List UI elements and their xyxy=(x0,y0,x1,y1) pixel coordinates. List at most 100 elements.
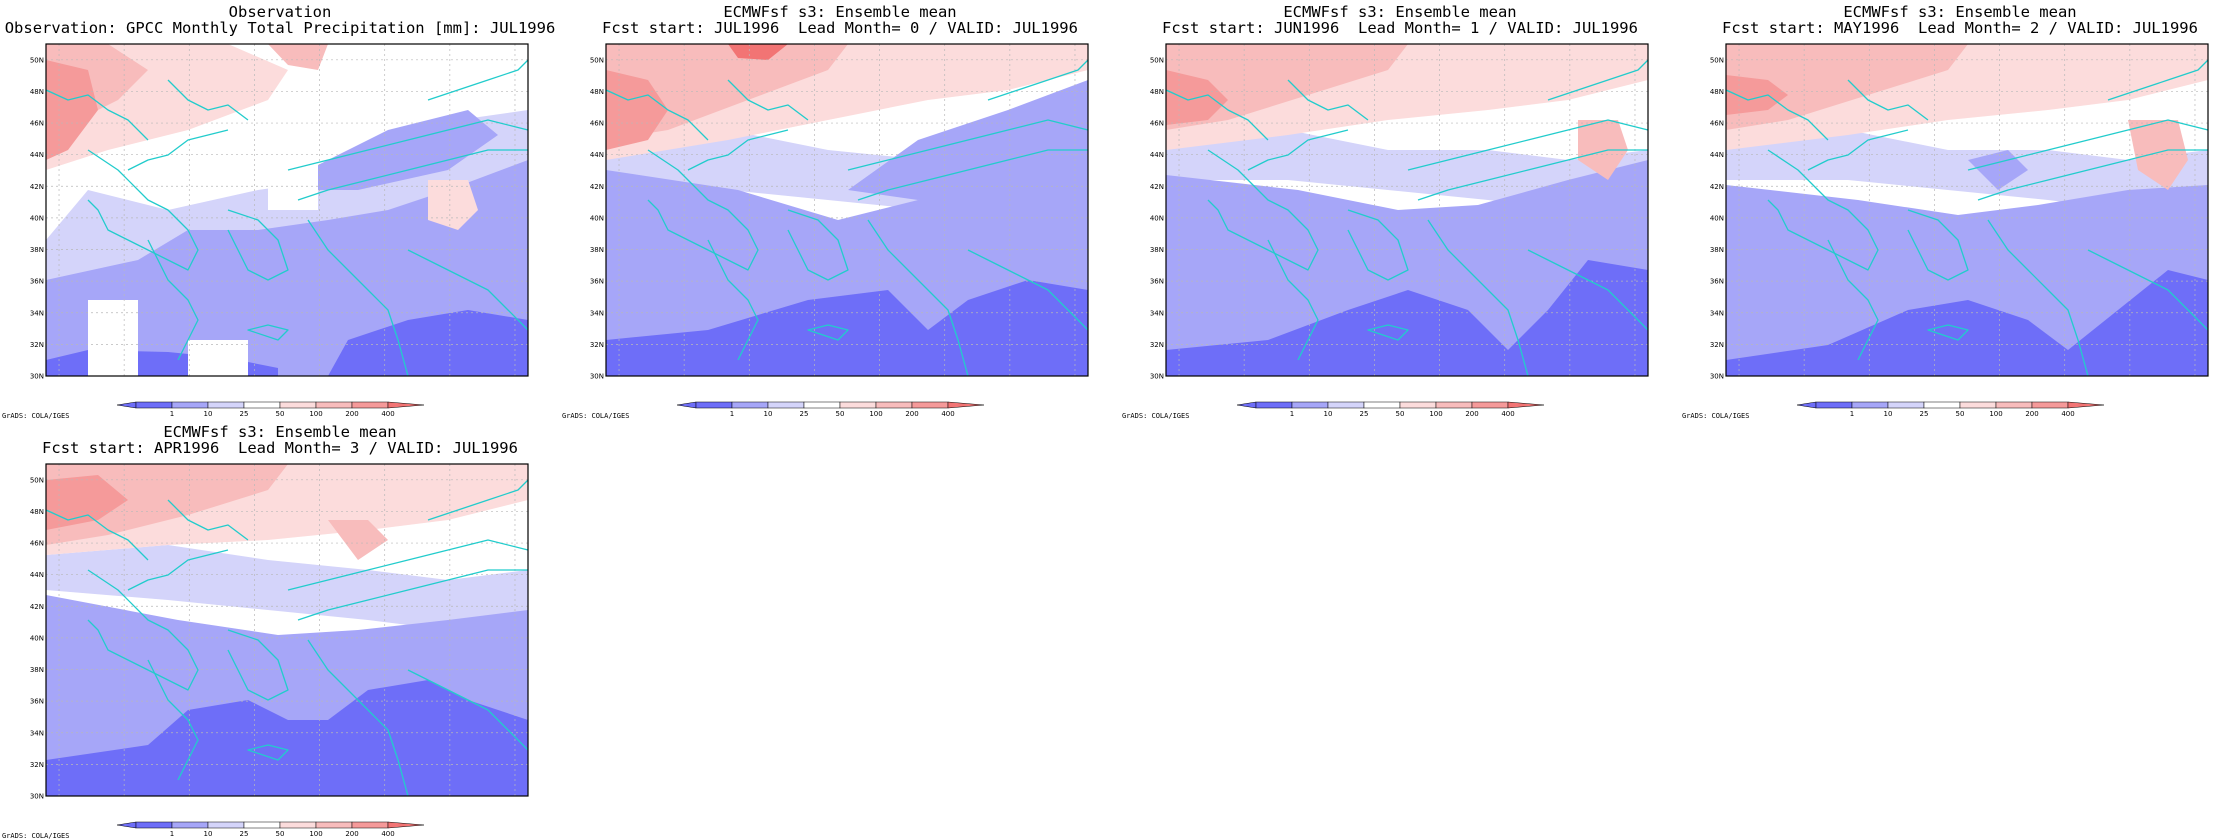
panel-title: Observation xyxy=(228,3,332,21)
lon-tick-label: 15E xyxy=(117,799,130,800)
lon-tick-label: 30E xyxy=(873,379,886,380)
lon-tick-label: 10E xyxy=(612,379,625,380)
coastline xyxy=(407,669,529,751)
coastline xyxy=(857,149,1088,201)
colorbar-label: 50 xyxy=(1956,410,1965,418)
lat-tick-label: 36N xyxy=(1710,278,1724,286)
lon-tick-label: 35E xyxy=(938,379,951,380)
panel-subtitle: Fcst start: JUL1996 Lead Month= 0 / VALI… xyxy=(602,19,1078,37)
map-panel-lead-3: ECMWFsf s3: Ensemble mean Fcst start: AP… xyxy=(0,420,560,840)
coastline xyxy=(847,119,1089,171)
lat-tick-label: 50N xyxy=(1150,56,1164,64)
lon-tick-label: 45E xyxy=(1628,379,1641,380)
lat-tick-label: 34N xyxy=(30,729,44,737)
lon-tick-label: 35E xyxy=(2058,379,2071,380)
coastline xyxy=(1407,119,1649,171)
precipitation-area xyxy=(188,340,248,376)
precipitation-area xyxy=(328,520,388,560)
panel-subtitle: Observation: GPCC Monthly Total Precipit… xyxy=(4,19,556,37)
colorbar-swatch xyxy=(207,821,245,829)
lat-tick-label: 48N xyxy=(30,508,44,516)
coastline xyxy=(127,549,229,591)
precipitation-area xyxy=(606,70,668,150)
lon-tick-label: 20E xyxy=(183,379,196,380)
lon-tick-label: 35E xyxy=(1498,379,1511,380)
coastline xyxy=(1247,129,1349,171)
precipitation-map: 10E 15E 20E 25E 30E 35E 40E 45E 30N 32N 34N 36N 38N 4… xyxy=(588,40,1096,380)
lat-tick-label: 30N xyxy=(1710,373,1724,381)
lat-tick-label: 48N xyxy=(590,88,604,96)
coastline xyxy=(427,59,529,101)
colorbar-swatch xyxy=(315,821,353,829)
colorbar-swatch xyxy=(1887,401,1925,409)
colorbar-label: 100 xyxy=(309,830,322,838)
coastline xyxy=(1427,219,1529,377)
coastline xyxy=(307,219,409,377)
lat-tick-label: 38N xyxy=(590,246,604,254)
coastline xyxy=(1367,324,1409,341)
coastline xyxy=(967,249,1089,331)
colorbar-swatch xyxy=(1471,401,1509,409)
colorbar-label: 400 xyxy=(381,830,394,838)
lat-tick-label: 44N xyxy=(30,571,44,579)
panel-subtitle: Fcst start: MAY1996 Lead Month= 2 / VALI… xyxy=(1722,19,2198,37)
coastline xyxy=(1827,239,1879,361)
coastline xyxy=(247,744,289,761)
lat-tick-label: 44N xyxy=(1710,151,1724,159)
lat-tick-label: 46N xyxy=(1710,120,1724,128)
colorbar-label: 50 xyxy=(276,410,285,418)
colorbar-swatch xyxy=(135,401,173,409)
coastline xyxy=(427,479,529,521)
colorbar-label: 1 xyxy=(1290,410,1294,418)
lat-tick-label: 48N xyxy=(1150,88,1164,96)
colorbar-swatch xyxy=(875,401,913,409)
lat-tick-label: 38N xyxy=(1710,246,1724,254)
lon-tick-label: 30E xyxy=(313,379,326,380)
colorbar-swatch xyxy=(279,821,317,829)
lat-tick-label: 46N xyxy=(1150,120,1164,128)
lon-tick-label: 10E xyxy=(52,379,65,380)
colorbar-swatch xyxy=(279,401,317,409)
lon-tick-label: 40E xyxy=(443,799,456,800)
map-frame xyxy=(45,463,529,797)
colorbar-swatch xyxy=(1327,401,1365,409)
lat-tick-label: 34N xyxy=(1710,309,1724,317)
colorbar-swatch xyxy=(243,401,281,409)
colorbar-arrow xyxy=(1236,401,1257,409)
precipitation-area xyxy=(1968,150,2028,190)
grads-credit: GrADS: COLA/IGES xyxy=(2,832,70,840)
lat-tick-label: 32N xyxy=(30,761,44,769)
colorbar-swatch xyxy=(1815,401,1853,409)
lat-tick-label: 46N xyxy=(590,120,604,128)
lat-tick-label: 40N xyxy=(30,214,44,222)
coastline xyxy=(2107,59,2209,101)
lat-tick-label: 36N xyxy=(30,698,44,706)
lat-tick-label: 46N xyxy=(30,540,44,548)
coastline xyxy=(45,89,149,141)
colorbar-swatch xyxy=(351,401,389,409)
coastline xyxy=(1725,89,1829,141)
colorbar-arrow xyxy=(676,401,697,409)
lat-tick-label: 42N xyxy=(30,603,44,611)
colorbar: 1 10 25 50 100 200 400 xyxy=(1236,401,1545,418)
colorbar-arrow xyxy=(2067,401,2105,409)
colorbar-label: 10 xyxy=(1324,410,1333,418)
lon-tick-label: 15E xyxy=(117,379,130,380)
coastline xyxy=(787,209,849,281)
map-frame xyxy=(1725,43,2209,377)
lon-tick-label: 15E xyxy=(1237,379,1250,380)
colorbar-swatch xyxy=(171,821,209,829)
lon-tick-label: 15E xyxy=(677,379,690,380)
lon-tick-label: 40E xyxy=(2123,379,2136,380)
lat-tick-label: 42N xyxy=(30,183,44,191)
colorbar: 1 10 25 50 100 200 400 xyxy=(1796,401,2105,418)
map-panel-observation: Observation Observation: GPCC Monthly To… xyxy=(0,0,560,420)
colorbar-label: 10 xyxy=(764,410,773,418)
grads-credit: GrADS: COLA/IGES xyxy=(2,412,70,420)
coastline xyxy=(1165,89,1269,141)
coastline xyxy=(247,324,289,341)
colorbar-swatch xyxy=(1399,401,1437,409)
map-panel-lead-2: ECMWFsf s3: Ensemble mean Fcst start: MA… xyxy=(1680,0,2240,420)
colorbar-swatch xyxy=(315,401,353,409)
lon-tick-label: 30E xyxy=(1993,379,2006,380)
